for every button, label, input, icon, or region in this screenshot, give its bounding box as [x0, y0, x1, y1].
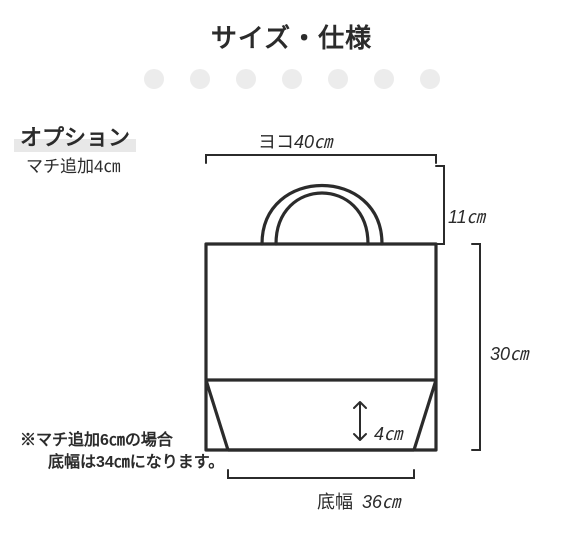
dot [282, 69, 302, 89]
label-height: 30㎝ [490, 340, 528, 366]
footnote: ※マチ追加6㎝の場合 底幅は34㎝になります。 [20, 430, 224, 475]
option-heading: オプション [14, 120, 136, 152]
dot [374, 69, 394, 89]
label-handle-height: 11㎝ [448, 203, 485, 229]
label-depth-val: 4㎝ [374, 424, 402, 444]
footnote-line2: 底幅は34㎝になります。 [20, 452, 224, 474]
option-detail: マチ追加4㎝ [26, 152, 120, 177]
label-bottom-val: 36㎝ [362, 488, 400, 514]
label-width-key: ヨコ [258, 132, 294, 152]
bag-svg [200, 130, 530, 510]
label-height-val: 30㎝ [490, 344, 528, 364]
page-title: サイズ・仕様 [0, 0, 583, 55]
decorative-dots [0, 69, 583, 89]
dot [420, 69, 440, 89]
dot [144, 69, 164, 89]
dot [328, 69, 348, 89]
label-depth: 4㎝ [374, 420, 402, 446]
label-handle-val: 11㎝ [448, 207, 485, 227]
footnote-line1: ※マチ追加6㎝の場合 [20, 430, 224, 452]
dot [236, 69, 256, 89]
label-width-val: 40㎝ [294, 132, 332, 152]
dot [190, 69, 210, 89]
label-bottom-key: 底幅 [317, 488, 353, 514]
bag-diagram: ヨコ40㎝ 11㎝ 30㎝ 4㎝ 底幅 36㎝ [200, 130, 530, 510]
label-width: ヨコ40㎝ [258, 128, 332, 154]
